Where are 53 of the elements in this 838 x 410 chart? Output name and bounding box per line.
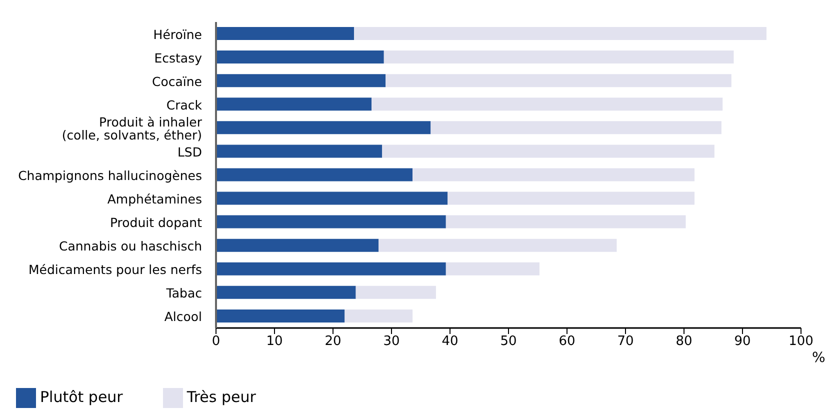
y-tick-label: LSD xyxy=(177,144,202,159)
y-tick-label: Crack xyxy=(166,96,203,112)
bar xyxy=(216,168,413,182)
x-axis-title: % xyxy=(812,350,826,366)
y-tick-label: Cannabis ou haschisch xyxy=(59,238,202,254)
bar xyxy=(216,98,372,111)
y-tick-label: Tabac xyxy=(165,285,202,300)
bar xyxy=(448,192,695,205)
y-tick-label: Médicaments pour les nerfs xyxy=(28,262,202,277)
bar xyxy=(216,286,356,299)
bar xyxy=(354,27,766,40)
x-tick-label: 20 xyxy=(324,334,342,350)
bar xyxy=(378,238,617,252)
bar xyxy=(386,74,732,88)
y-tick-label: Alcool xyxy=(164,308,202,324)
x-tick-label: 100 xyxy=(788,334,814,350)
bar xyxy=(216,27,354,40)
bar xyxy=(216,192,448,205)
y-tick-label: Amphétamines xyxy=(107,191,202,206)
x-tick-label: 50 xyxy=(500,334,517,350)
bar xyxy=(216,215,446,228)
y-tick-label: Ecstasy xyxy=(154,50,203,65)
bar xyxy=(384,50,734,64)
x-tick-label: 0 xyxy=(212,334,220,350)
x-tick-label: 90 xyxy=(734,334,751,350)
x-tick-label: 70 xyxy=(617,334,634,350)
x-tick-label: 30 xyxy=(383,334,400,350)
legend-label: Très peur xyxy=(186,388,256,406)
bar xyxy=(356,286,436,299)
x-tick-label: 80 xyxy=(676,334,692,350)
y-tick-label: Produit dopant xyxy=(110,214,202,230)
y-tick-label: Produit à inhaler (colle, solvants, éther) xyxy=(62,114,203,142)
x-tick-label: 60 xyxy=(558,334,576,350)
x-tick-label: 10 xyxy=(266,334,283,350)
bar xyxy=(446,215,686,228)
bar xyxy=(412,168,695,182)
bar xyxy=(216,238,379,252)
bar xyxy=(216,309,345,322)
bar xyxy=(216,74,386,88)
bar xyxy=(430,121,722,134)
bar xyxy=(446,262,540,276)
y-tick-label: Cocaïne xyxy=(152,73,202,88)
bar xyxy=(216,262,446,276)
bar xyxy=(216,121,431,134)
bar xyxy=(382,144,714,158)
x-tick-label: 40 xyxy=(442,334,458,350)
bar xyxy=(372,98,723,111)
bar xyxy=(344,309,413,322)
bar xyxy=(216,50,384,64)
y-tick-label: Champignons hallucinogènes xyxy=(18,168,202,182)
bar xyxy=(216,144,382,158)
y-tick-label: Héroïne xyxy=(153,26,202,42)
legend-label: Plutôt peur xyxy=(40,388,123,406)
